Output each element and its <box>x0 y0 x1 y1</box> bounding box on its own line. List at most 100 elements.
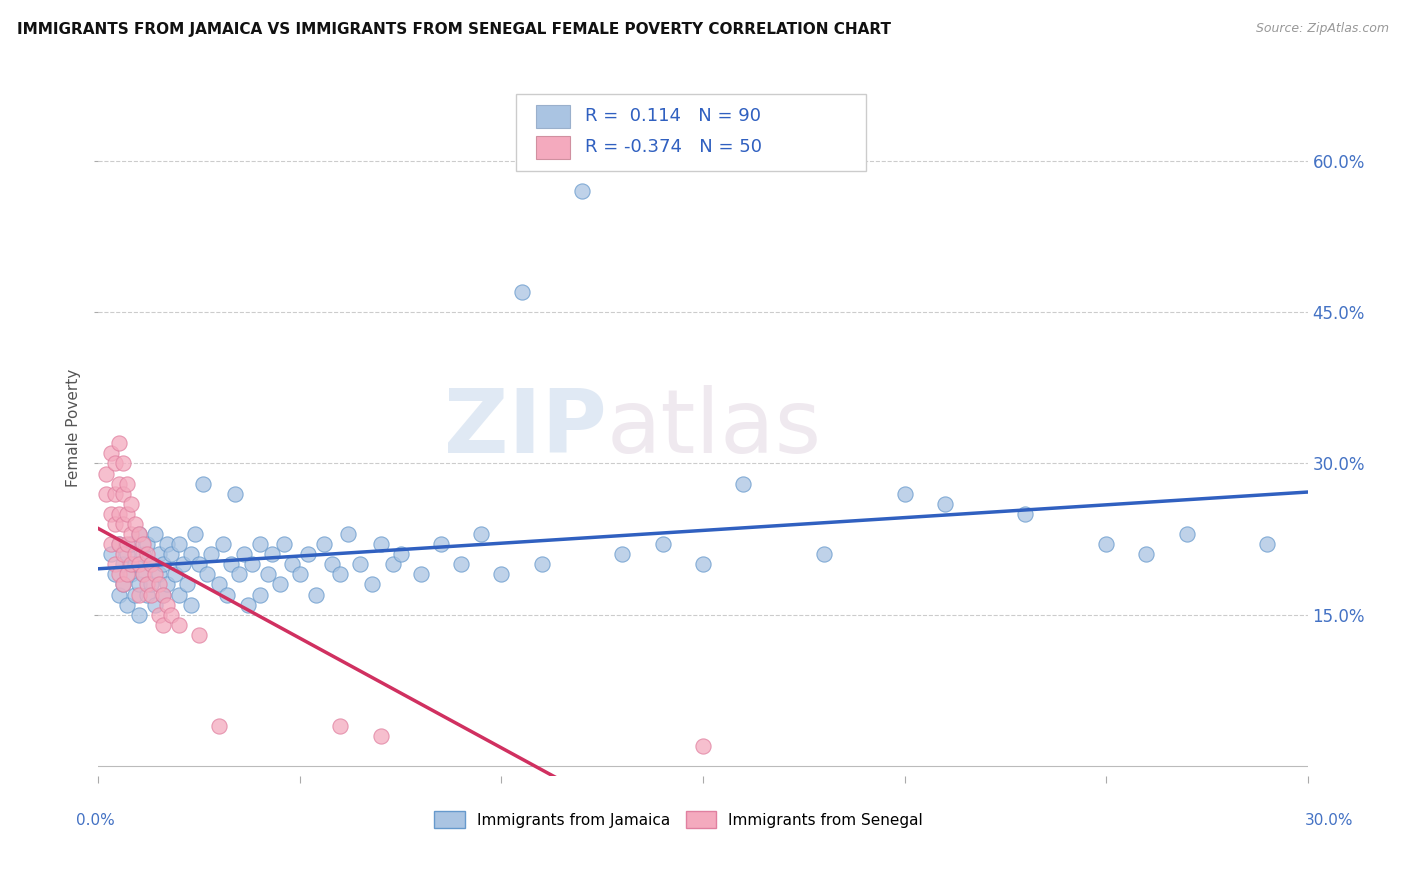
Point <box>1256 537 1278 551</box>
Point <box>148 607 170 622</box>
Point <box>260 547 283 561</box>
Point <box>128 527 150 541</box>
Point <box>111 486 134 500</box>
Point <box>132 567 155 582</box>
Point <box>228 567 250 582</box>
Point <box>152 617 174 632</box>
Point <box>132 537 155 551</box>
Point <box>305 588 328 602</box>
Point <box>236 598 259 612</box>
Point <box>103 567 125 582</box>
Point <box>128 588 150 602</box>
Point <box>111 547 134 561</box>
Point <box>124 516 146 531</box>
Point <box>148 547 170 561</box>
Point <box>249 537 271 551</box>
Point <box>200 547 222 561</box>
Point <box>115 476 138 491</box>
Point <box>571 184 593 198</box>
Point <box>143 567 166 582</box>
Point <box>281 558 304 572</box>
Point <box>143 527 166 541</box>
Point <box>156 598 179 612</box>
Point <box>120 497 142 511</box>
Point <box>208 718 231 732</box>
Point <box>232 547 254 561</box>
Point <box>139 577 162 591</box>
Point <box>733 476 755 491</box>
Point <box>96 467 118 481</box>
Point <box>221 558 243 572</box>
Point <box>124 588 146 602</box>
Point <box>249 588 271 602</box>
Text: 30.0%: 30.0% <box>1305 814 1353 828</box>
Point <box>111 558 134 572</box>
Point <box>409 567 432 582</box>
Text: 0.0%: 0.0% <box>76 814 115 828</box>
Point <box>152 588 174 602</box>
Point <box>111 577 134 591</box>
Point <box>167 537 190 551</box>
Point <box>103 516 125 531</box>
Point <box>135 588 157 602</box>
Point <box>128 527 150 541</box>
Point <box>148 577 170 591</box>
Point <box>107 567 129 582</box>
Point <box>107 476 129 491</box>
Point <box>107 537 129 551</box>
Point <box>530 558 553 572</box>
Point <box>195 567 218 582</box>
Point <box>208 577 231 591</box>
Point <box>132 547 155 561</box>
Text: R =  0.114   N = 90: R = 0.114 N = 90 <box>585 107 761 125</box>
Point <box>111 577 134 591</box>
Point <box>135 537 157 551</box>
Point <box>692 558 714 572</box>
Point <box>1175 527 1198 541</box>
Point <box>180 598 202 612</box>
Point <box>934 497 956 511</box>
Point <box>160 607 183 622</box>
Text: R = -0.374   N = 50: R = -0.374 N = 50 <box>585 138 762 156</box>
Point <box>172 558 194 572</box>
Point <box>329 567 352 582</box>
Point <box>132 567 155 582</box>
Point <box>321 558 343 572</box>
Point <box>115 547 138 561</box>
Point <box>361 577 384 591</box>
Point <box>1135 547 1157 561</box>
Point <box>139 558 162 572</box>
Point <box>143 598 166 612</box>
Point <box>389 547 412 561</box>
Point <box>692 739 714 753</box>
Point <box>120 537 142 551</box>
Text: Source: ZipAtlas.com: Source: ZipAtlas.com <box>1256 22 1389 36</box>
Point <box>111 516 134 531</box>
Point <box>217 588 239 602</box>
Point <box>430 537 453 551</box>
Point <box>491 567 513 582</box>
Point <box>139 588 162 602</box>
Point <box>381 558 404 572</box>
Text: ZIP: ZIP <box>443 384 606 472</box>
Point <box>120 527 142 541</box>
Point <box>100 446 122 460</box>
Text: IMMIGRANTS FROM JAMAICA VS IMMIGRANTS FROM SENEGAL FEMALE POVERTY CORRELATION CH: IMMIGRANTS FROM JAMAICA VS IMMIGRANTS FR… <box>17 22 891 37</box>
Point <box>193 476 215 491</box>
Point <box>1095 537 1118 551</box>
Point <box>297 547 319 561</box>
Point <box>107 436 129 450</box>
Point <box>100 507 122 521</box>
Point <box>100 537 122 551</box>
Point <box>135 577 157 591</box>
Point <box>128 577 150 591</box>
Point <box>135 547 157 561</box>
Point <box>240 558 263 572</box>
Bar <box>536 136 569 159</box>
Point <box>115 507 138 521</box>
Point <box>115 537 138 551</box>
Point <box>349 558 371 572</box>
Point <box>107 537 129 551</box>
Point <box>115 598 138 612</box>
Point <box>224 486 246 500</box>
